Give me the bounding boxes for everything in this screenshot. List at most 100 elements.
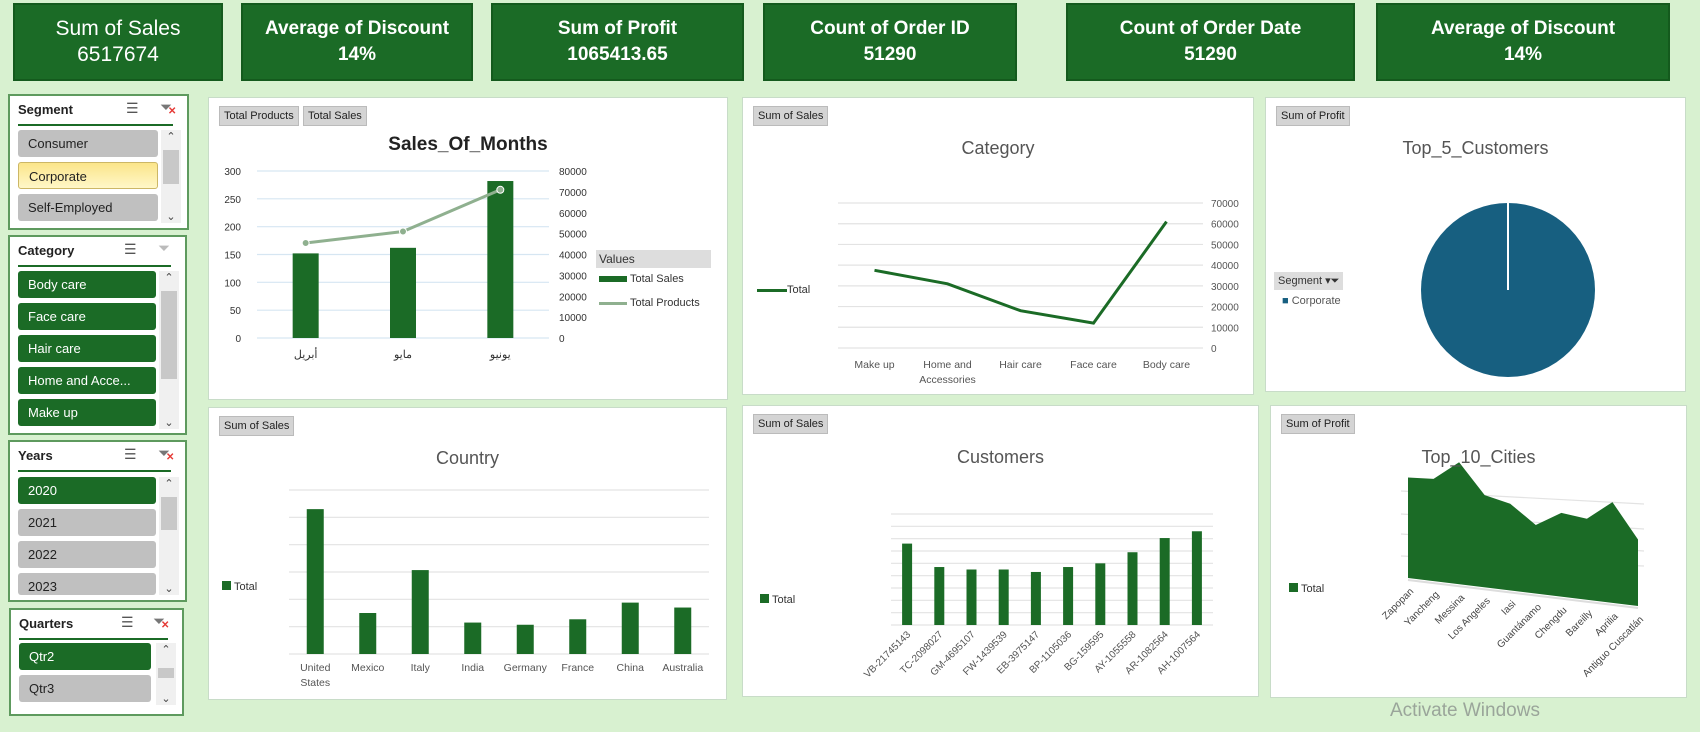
bar-total <box>1095 563 1106 625</box>
kpi-value: 51290 <box>863 44 917 65</box>
y-tick-label: 100 <box>224 278 241 289</box>
x-tick-label: Italy <box>411 662 431 674</box>
area-total <box>1408 462 1638 606</box>
kpi-count-order-id: Count of Order ID 51290 <box>763 3 1017 81</box>
point-total-products <box>301 239 310 248</box>
slicer-item-qtr2[interactable]: Qtr2 <box>19 643 151 670</box>
bar-total <box>1159 538 1170 625</box>
kpi-label: Average of Discount <box>264 18 450 39</box>
multi-select-icon[interactable]: ☰ <box>124 446 137 462</box>
chart-title: Sales_Of_Months <box>388 134 548 155</box>
chart-plot: United States Mexico Italy India Germany Franc… <box>289 489 709 689</box>
x-tick-label: مايو <box>393 349 412 361</box>
field-button-sum-of-profit[interactable]: Sum of Profit <box>1276 106 1350 126</box>
x-axis <box>1407 579 1639 609</box>
slicer-item-make-up[interactable]: Make up <box>18 399 156 426</box>
chart-title: Country <box>435 448 500 468</box>
slicer-item-2023[interactable]: 2023 <box>18 573 156 595</box>
y-tick-label: 10000 <box>1211 323 1239 334</box>
scrollbar[interactable]: ⌃ ⌄ <box>156 643 176 705</box>
bar-total-sales <box>487 181 514 338</box>
x-tick-label: Hair care <box>999 359 1042 371</box>
y-tick-label: 70000 <box>1211 199 1239 210</box>
bar-total <box>621 602 639 654</box>
chart-plot: 0 50 100 150 200 250 300 0 10000 20000 30000 40000 5… <box>224 167 587 361</box>
slicer-quarters: Quarters ☰ ⏷ ✕ Qtr2 Qtr3 ⌃ ⌄ <box>9 608 184 716</box>
bar-total <box>934 567 945 625</box>
x-tick-label: Face care <box>1070 359 1117 371</box>
y2-tick-label: 70000 <box>559 188 587 199</box>
x-tick-label: أبريل <box>294 347 318 361</box>
legend-item-corporate: ■ Corporate <box>1282 295 1341 307</box>
legend-item-total: Total <box>760 594 795 606</box>
field-button-sum-of-sales[interactable]: Sum of Sales <box>753 414 829 434</box>
field-button-total-sales[interactable]: Total Sales <box>303 106 367 126</box>
multi-select-icon[interactable]: ☰ <box>126 100 139 116</box>
field-button-sum-of-sales[interactable]: Sum of Sales <box>753 106 829 126</box>
slicer-title: Segment <box>18 102 73 117</box>
slicer-item-home-accessories[interactable]: Home and Acce... <box>18 367 156 394</box>
bar-total <box>411 570 429 654</box>
bar-total-sales <box>292 253 319 338</box>
kpi-average-discount-2: Average of Discount 14% <box>1376 3 1670 81</box>
scrollbar[interactable]: ⌃ ⌄ <box>161 130 181 223</box>
slicer-years: Years ☰ ⏷ ✕ 2020 2021 2022 2023 ⌃ ⌄ <box>8 440 187 602</box>
slicer-item-2021[interactable]: 2021 <box>18 509 156 536</box>
scrollbar[interactable]: ⌃ ⌄ <box>159 271 179 429</box>
y-tick-label: 40000 <box>1211 261 1239 272</box>
chart-title: Customers <box>956 447 1045 467</box>
kpi-value: 1065413.65 <box>567 44 668 65</box>
y-tick-label: 250 <box>224 195 241 206</box>
kpi-value: 6517674 <box>77 43 159 66</box>
clear-filter-icon[interactable]: ⏷ ✕ <box>160 99 177 117</box>
clear-filter-icon[interactable]: ⏷ ✕ <box>158 445 175 463</box>
line-total <box>874 220 1168 325</box>
x-tick-label: China <box>617 662 645 674</box>
clear-filter-icon[interactable]: ⏷ ✕ <box>153 613 170 631</box>
bar-total <box>1191 531 1202 625</box>
x-tick-label: Aprilia <box>1593 611 1621 639</box>
legend-field-button-segment[interactable]: Segment ▾⏷ <box>1274 272 1344 290</box>
slicer-title: Quarters <box>19 616 74 631</box>
slicer-item-face-care[interactable]: Face care <box>18 303 156 330</box>
slicer-item-2020[interactable]: 2020 <box>18 477 156 504</box>
y-tick-label: 300 <box>224 167 241 178</box>
chart-category: 0 10000 20000 30000 40000 50000 60000 70000 Make… <box>742 97 1254 395</box>
y2-tick-label: 80000 <box>559 167 587 178</box>
y-tick-label: 20000 <box>1211 303 1239 314</box>
kpi-sum-of-profit: Sum of Profit 1065413.65 <box>491 3 744 81</box>
clear-filter-icon[interactable]: ⏷ <box>158 240 171 257</box>
slicer-item-qtr3[interactable]: Qtr3 <box>19 675 151 702</box>
kpi-label: Count of Order Date <box>1119 18 1302 39</box>
multi-select-icon[interactable]: ☰ <box>121 614 134 630</box>
chart-title: Category <box>961 138 1035 158</box>
kpi-count-order-date: Count of Order Date 51290 <box>1066 3 1355 81</box>
slicer-item-hair-care[interactable]: Hair care <box>18 335 156 362</box>
slicer-item-2022[interactable]: 2022 <box>18 541 156 568</box>
bar-total <box>902 543 913 625</box>
slicer-item-body-care[interactable]: Body care <box>18 271 156 298</box>
x-tick-label: United <box>300 662 331 674</box>
bar-total <box>1030 571 1041 625</box>
scrollbar[interactable]: ⌃ ⌄ <box>159 477 179 595</box>
kpi-value: 14% <box>337 44 377 65</box>
bar-total <box>1127 552 1138 625</box>
slicer-item-corporate[interactable]: Corporate <box>18 162 158 189</box>
field-button-total-products[interactable]: Total Products <box>219 106 299 126</box>
bar-total <box>516 624 534 654</box>
y2-tick-label: 40000 <box>559 251 587 262</box>
y-tick-label: 50 <box>230 306 242 317</box>
field-button-sum-of-sales[interactable]: Sum of Sales <box>219 416 295 436</box>
legend-item-total-sales: Total Sales <box>599 273 684 285</box>
multi-select-icon[interactable]: ☰ <box>124 241 137 257</box>
y2-tick-label: 0 <box>559 334 565 345</box>
y2-tick-label: 30000 <box>559 271 587 282</box>
slicer-segment: Segment ☰ ⏷ ✕ Consumer Corporate Self-Emp… <box>8 94 189 230</box>
bar-total <box>359 613 377 654</box>
slicer-item-consumer[interactable]: Consumer <box>18 130 158 157</box>
slicer-item-self-employed[interactable]: Self-Employed <box>18 194 158 221</box>
field-button-sum-of-profit[interactable]: Sum of Profit <box>1281 414 1355 434</box>
chart-plot <box>1421 203 1595 377</box>
x-tick-label: France <box>561 662 594 674</box>
x-tick-label: Australia <box>662 662 703 674</box>
